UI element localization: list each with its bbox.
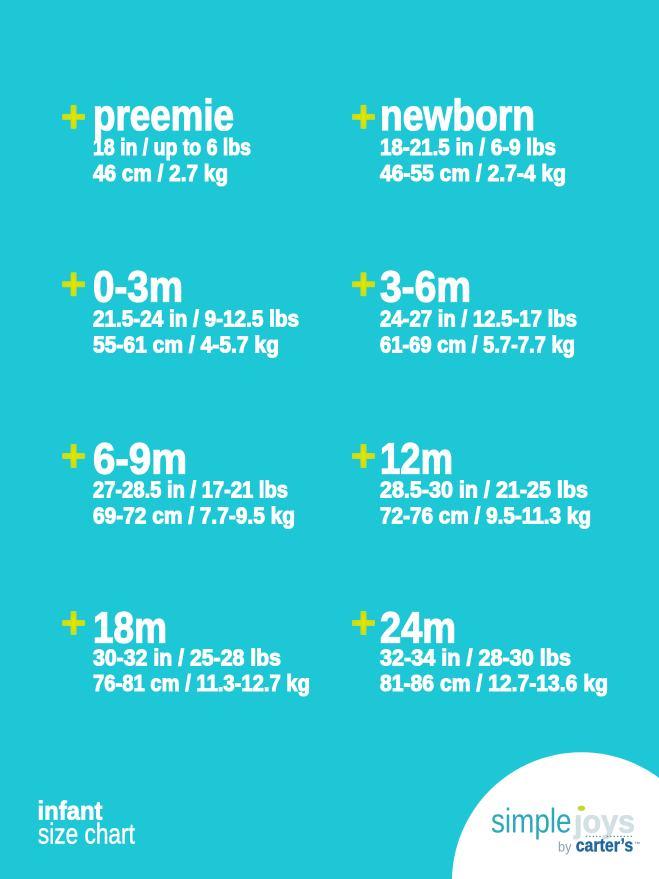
svg-text:30-32 in / 25-28 lbs: 30-32 in / 25-28 lbs [93, 645, 281, 671]
svg-text:46 cm / 2.7 kg: 46 cm / 2.7 kg [93, 160, 228, 186]
svg-text:6-9m: 6-9m [93, 434, 187, 483]
svg-text:0-3m: 0-3m [93, 263, 183, 312]
svg-text:carter’s: carter’s [576, 835, 634, 856]
svg-text:61-69 cm / 5.7-7.7 kg: 61-69 cm / 5.7-7.7 kg [380, 332, 575, 358]
svg-text:27-28.5 in / 17-21 lbs: 27-28.5 in / 17-21 lbs [93, 477, 288, 503]
svg-text:46-55 cm / 2.7-4 kg: 46-55 cm / 2.7-4 kg [380, 160, 566, 186]
svg-text:simple: simple [491, 803, 572, 841]
svg-text:preemie: preemie [93, 91, 234, 140]
svg-text:12m: 12m [380, 434, 453, 483]
svg-text:76-81 cm / 11.3-12.7 kg: 76-81 cm / 11.3-12.7 kg [93, 670, 310, 696]
svg-text:size chart: size chart [38, 818, 135, 850]
svg-text:by: by [558, 839, 572, 855]
svg-text:18m: 18m [93, 603, 167, 652]
svg-text:32-34 in / 28-30 lbs: 32-34 in / 28-30 lbs [380, 645, 571, 671]
svg-text:18 in / up to 6 lbs: 18 in / up to 6 lbs [93, 134, 251, 160]
svg-text:81-86 cm / 12.7-13.6 kg: 81-86 cm / 12.7-13.6 kg [380, 670, 608, 696]
svg-text:28.5-30 in / 21-25 lbs: 28.5-30 in / 21-25 lbs [380, 477, 588, 503]
svg-text:55-61 cm / 4-5.7 kg: 55-61 cm / 4-5.7 kg [93, 332, 279, 358]
svg-text:18-21.5 in / 6-9 lbs: 18-21.5 in / 6-9 lbs [380, 134, 556, 160]
svg-text:21.5-24 in / 9-12.5 lbs: 21.5-24 in / 9-12.5 lbs [93, 306, 299, 332]
svg-text:24-27 in / 12.5-17 lbs: 24-27 in / 12.5-17 lbs [380, 306, 577, 332]
svg-text:infant: infant [38, 796, 103, 826]
svg-text:24m: 24m [380, 603, 456, 652]
svg-text:newborn: newborn [380, 91, 535, 140]
svg-text:72-76 cm / 9.5-11.3 kg: 72-76 cm / 9.5-11.3 kg [380, 502, 591, 528]
svg-text:69-72 cm / 7.7-9.5 kg: 69-72 cm / 7.7-9.5 kg [93, 502, 295, 528]
svg-text:3-6m: 3-6m [380, 263, 471, 312]
svg-text:™: ™ [635, 842, 641, 848]
